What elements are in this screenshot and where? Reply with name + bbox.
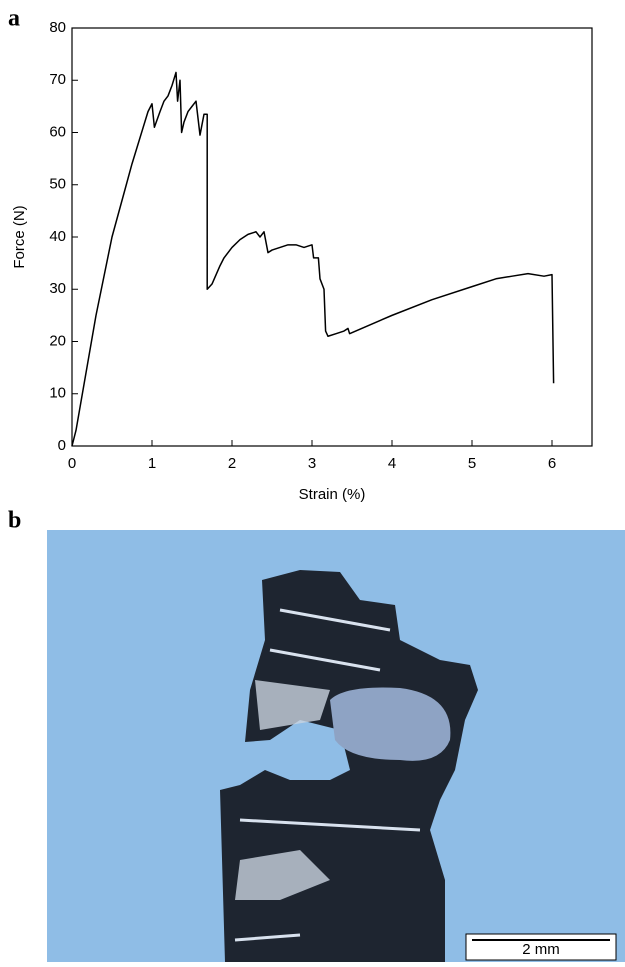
y-tick-label: 10 xyxy=(49,385,66,402)
photo: 2 mm xyxy=(47,530,625,962)
x-tick-label: 2 xyxy=(228,455,236,472)
x-tick-label: 6 xyxy=(548,455,556,472)
x-tick-label: 4 xyxy=(388,455,396,472)
y-tick-label: 60 xyxy=(49,123,66,140)
x-tick-label: 0 xyxy=(68,455,76,472)
specimen-highlight xyxy=(330,687,451,761)
x-tick-label: 1 xyxy=(148,455,156,472)
specimen-highlight xyxy=(235,680,330,900)
x-tick-label: 5 xyxy=(468,455,476,472)
scale-bar-box xyxy=(465,933,617,961)
specimen-streak xyxy=(234,608,421,942)
x-axis-label: Strain (%) xyxy=(299,486,366,503)
x-tick-label: 3 xyxy=(308,455,316,472)
scale-bar-label: 2 mm xyxy=(522,941,560,958)
y-tick-label: 20 xyxy=(49,332,66,349)
y-tick-label: 50 xyxy=(49,176,66,193)
y-tick-label: 30 xyxy=(49,280,66,297)
y-tick-label: 40 xyxy=(49,228,66,245)
y-axis-label: Force (N) xyxy=(11,205,28,268)
y-tick-label: 0 xyxy=(58,437,66,454)
y-tick-label: 70 xyxy=(49,71,66,88)
panel-label: b xyxy=(8,508,21,534)
data-line xyxy=(71,71,555,447)
plot-frame xyxy=(71,27,593,447)
panel-label: a xyxy=(8,6,20,32)
y-tick-label: 80 xyxy=(49,19,66,36)
